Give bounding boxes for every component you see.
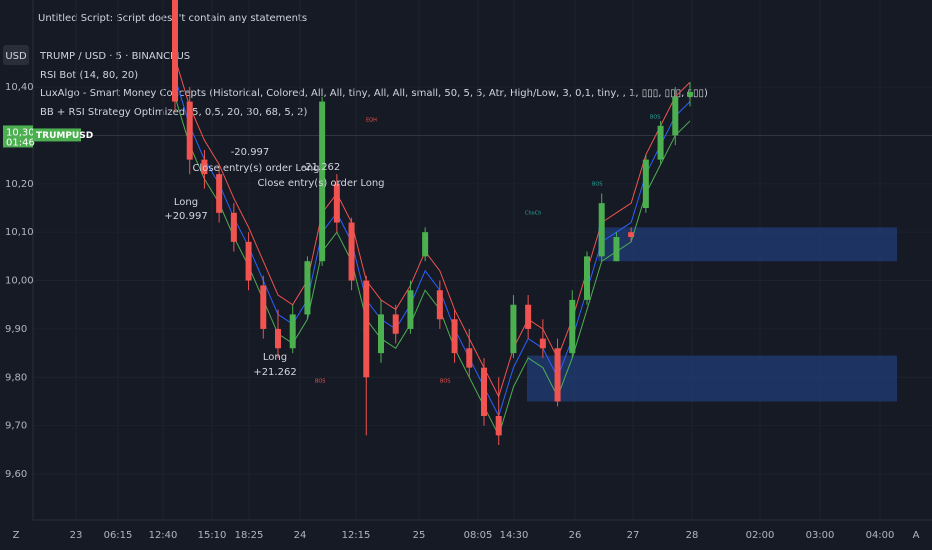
bos-label: BOS [315, 379, 325, 385]
x-tick-label: 27 [627, 530, 640, 541]
candle-body [260, 285, 267, 329]
order-block [598, 227, 897, 262]
candle-body [481, 367, 487, 416]
x-tick-label: 04:00 [866, 530, 895, 541]
candle-body [569, 299, 576, 354]
candle-body [598, 203, 605, 257]
order-block [527, 355, 897, 402]
indicator[interactable]: RSI Bot (14, 80, 20) [40, 70, 138, 81]
candle-body [510, 304, 517, 354]
bos-label: BOS [440, 379, 450, 385]
bos-label: BOS [650, 115, 660, 121]
y-tick-label: 9,80 [5, 372, 27, 383]
candle-body [304, 261, 311, 315]
symbol-box [33, 128, 81, 142]
x-tick-label: 24 [294, 530, 307, 541]
footer-icon[interactable]: A [913, 530, 920, 541]
symbol-line: TRUMP / USD · 5 · BINANCEUS [39, 51, 190, 62]
candle-body [216, 174, 223, 213]
candle-body [333, 183, 340, 223]
y-tick-label: 10,10 [5, 227, 34, 238]
candle-body [289, 314, 296, 349]
last-price-box [3, 125, 33, 148]
y-tick-label: 9,70 [5, 421, 27, 432]
candle-body [275, 328, 281, 349]
candle-body [348, 222, 355, 281]
trade-label: Close entry(s) order Long [257, 178, 384, 189]
candle-body [319, 101, 326, 262]
y-tick-label: 10,40 [5, 82, 34, 93]
candle-body [554, 348, 561, 402]
x-tick-label: 14:30 [500, 530, 529, 541]
y-tick-label: 9,90 [5, 324, 27, 335]
trade-label: +20.997 [164, 211, 207, 222]
indicator[interactable]: BB + RSI Strategy Optimized (5, 0,5, 20,… [40, 107, 307, 118]
bos-label: BOS [592, 182, 602, 188]
candle-body [201, 159, 208, 175]
candle-body [642, 159, 649, 208]
candle-body [687, 91, 693, 97]
candle-body [539, 338, 546, 349]
candle-body [584, 256, 590, 300]
candle-body [186, 101, 193, 160]
choch-label: ChoCh [525, 211, 541, 217]
currency[interactable]: USD [5, 51, 27, 62]
symbol-label: TRUMPUSD [36, 131, 93, 141]
x-tick-label: 23 [70, 530, 83, 541]
footer-icon[interactable]: Z [13, 530, 20, 541]
x-tick-label: 08:05 [464, 530, 493, 541]
candle-body [451, 319, 458, 354]
candle-body [525, 304, 532, 329]
y-tick-label: 10,20 [5, 179, 34, 190]
x-tick-label: 12:15 [342, 530, 371, 541]
candle-body [495, 416, 502, 436]
trade-label: -21.262 [302, 162, 341, 173]
trade-label: Long [263, 352, 287, 363]
x-tick-label: 03:00 [806, 530, 835, 541]
candle-body [628, 232, 635, 238]
candle-body [363, 280, 370, 378]
trade-label: -20.997 [231, 147, 270, 158]
candle-body [672, 96, 679, 136]
candle-body [657, 125, 664, 160]
trade-label: +21.262 [253, 367, 296, 378]
eqh-label: EQH [366, 118, 377, 124]
candle-body [466, 348, 473, 368]
last-price: 10,30 [6, 127, 35, 138]
x-tick-label: 02:00 [746, 530, 775, 541]
candle-body [172, 0, 178, 102]
x-tick-label: 15:10 [198, 530, 227, 541]
candle-body [436, 290, 443, 320]
x-tick-label: 26 [569, 530, 582, 541]
y-tick-label: 10,00 [5, 276, 34, 287]
x-tick-label: 12:40 [149, 530, 178, 541]
candle-body [407, 290, 414, 329]
candle-body [245, 241, 252, 281]
x-tick-label: 06:15 [104, 530, 133, 541]
indicator[interactable]: LuxAlgo - Smart Money Concepts (Historic… [40, 88, 708, 99]
x-tick-label: 25 [413, 530, 426, 541]
candle-body [422, 232, 429, 257]
trade-label: Long [174, 197, 198, 208]
countdown: 01:46 [6, 137, 35, 148]
currency-button[interactable] [3, 45, 29, 65]
trade-label: Close entry(s) order Long [192, 163, 319, 174]
x-tick-label: 28 [686, 530, 699, 541]
candle-body [392, 314, 399, 334]
candle-body [613, 237, 620, 262]
candle-body [230, 212, 237, 242]
x-tick-label: 18:25 [235, 530, 264, 541]
y-tick-label: 9,60 [5, 469, 27, 480]
candle-body [378, 314, 384, 354]
